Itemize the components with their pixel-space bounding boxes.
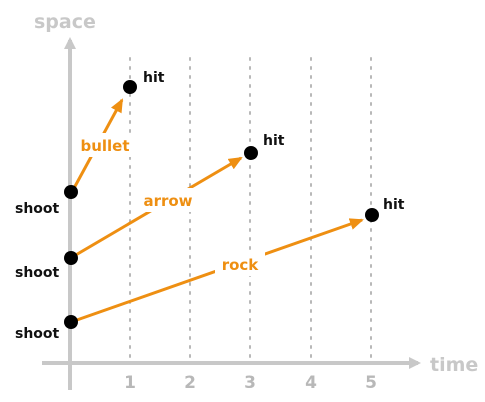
tick-label-3: 3	[244, 373, 256, 393]
tick-label-5: 5	[365, 373, 377, 393]
bullet-label: bullet	[80, 137, 129, 155]
event-rock: rock shoot hit	[15, 197, 405, 342]
arrow-shoot-point	[64, 251, 78, 265]
tick-label-4: 4	[305, 373, 317, 393]
arrow-label: arrow	[143, 192, 192, 210]
rock-label-background	[215, 252, 265, 276]
bullet-shoot-label: shoot	[15, 201, 60, 217]
time-axis-label: time	[430, 354, 478, 376]
event-bullet: bullet shoot hit	[15, 70, 165, 217]
arrow-hit-label: hit	[263, 133, 285, 149]
rock-shoot-label: shoot	[15, 326, 60, 342]
arrow-shoot-label: shoot	[15, 265, 60, 281]
bullet-hit-point	[123, 80, 137, 94]
space-axis-label: space	[34, 11, 96, 33]
arrow-label-background	[140, 188, 197, 212]
bullet-shoot-point	[64, 185, 78, 199]
rock-hit-label: hit	[383, 197, 405, 213]
rock-label: rock	[222, 256, 260, 274]
rock-hit-point	[365, 208, 379, 222]
event-arrow: arrow shoot hit	[15, 133, 285, 281]
time-tick-labels: 1 2 3 4 5	[124, 373, 377, 393]
arrow-hit-point	[244, 146, 258, 160]
rock-shoot-point	[64, 315, 78, 329]
bullet-hit-label: hit	[143, 70, 165, 86]
tick-label-2: 2	[184, 373, 196, 393]
bullet-label-background	[76, 133, 134, 157]
tick-label-1: 1	[124, 373, 136, 393]
